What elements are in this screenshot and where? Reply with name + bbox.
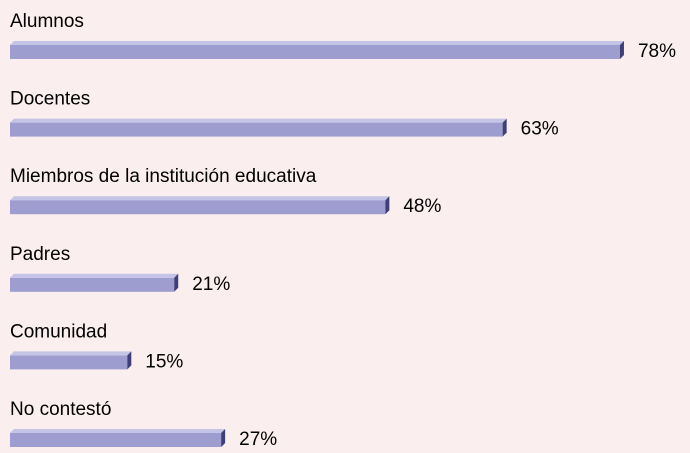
bar-end: [385, 196, 390, 215]
bar-top: [10, 351, 132, 356]
bar-front: [10, 122, 503, 137]
bar-front: [10, 355, 128, 370]
bar: [10, 196, 390, 215]
bar-end: [502, 118, 507, 137]
category-label: Docentes: [10, 89, 90, 110]
bar-end: [127, 351, 132, 370]
bar-top: [10, 273, 179, 278]
bar-top: [10, 41, 624, 45]
category-label: Miembros de la institución educativa: [10, 166, 317, 187]
bar-front: [10, 433, 222, 447]
bar: [10, 429, 226, 447]
bar: [10, 273, 179, 292]
bar-top: [10, 118, 507, 123]
bar: [10, 118, 507, 137]
bar-top: [10, 196, 390, 201]
category-label: Comunidad: [10, 321, 107, 342]
bar-end: [221, 429, 226, 447]
category-label: Alumnos: [10, 11, 84, 32]
bar-front: [10, 45, 620, 59]
category-label: Padres: [10, 244, 70, 265]
bar-end: [174, 273, 179, 292]
value-label: 21%: [192, 274, 230, 295]
bar-front: [10, 200, 386, 215]
value-label: 63%: [521, 119, 559, 140]
bar-top: [10, 429, 226, 433]
value-label: 27%: [239, 429, 277, 450]
value-label: 48%: [403, 196, 441, 217]
value-label: 78%: [638, 41, 676, 62]
bar-end: [619, 41, 624, 59]
value-label: 15%: [145, 351, 183, 372]
bar: [10, 351, 132, 370]
category-label: No contestó: [10, 399, 111, 420]
bar: [10, 41, 624, 59]
bar-front: [10, 277, 175, 292]
